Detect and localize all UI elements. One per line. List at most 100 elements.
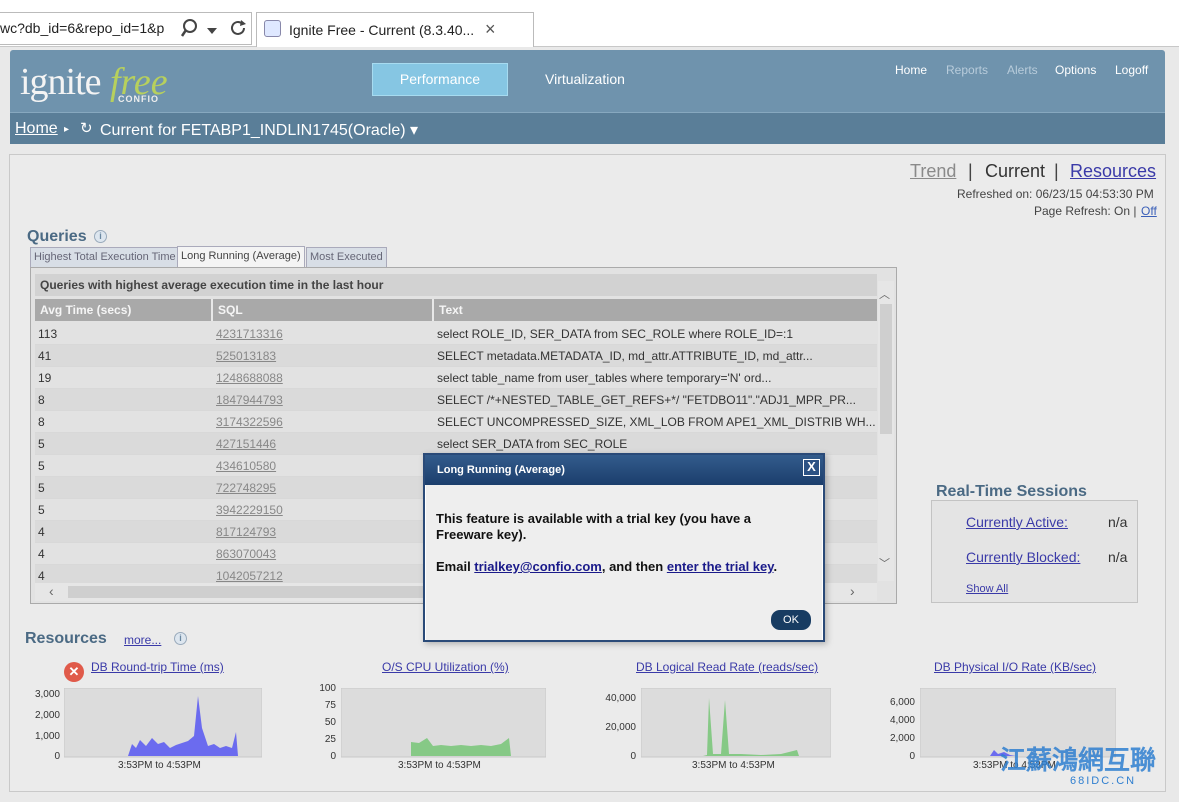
table-row[interactable]: 5 427151446 select SER_DATA from SEC_ROLE bbox=[35, 433, 877, 455]
browser-tab[interactable] bbox=[256, 12, 534, 47]
tick: 20,000 bbox=[605, 722, 636, 733]
breadcrumb-home[interactable]: Home bbox=[15, 120, 58, 137]
enter-trial-key-link[interactable]: enter the trial key bbox=[666, 559, 774, 574]
sql-id-link[interactable]: 1042057212 bbox=[216, 569, 283, 583]
avg-time-cell: 4 bbox=[38, 525, 45, 539]
tick: 0 bbox=[630, 751, 636, 762]
tick: 40,000 bbox=[605, 693, 636, 704]
scroll-up-icon[interactable]: ︿ bbox=[879, 289, 890, 301]
chart-title-logical-read[interactable]: DB Logical Read Rate (reads/sec) bbox=[636, 660, 819, 674]
sql-text-cell: SELECT UNCOMPRESSED_SIZE, XML_LOB FROM A… bbox=[437, 415, 875, 429]
dropdown-icon[interactable] bbox=[207, 25, 217, 39]
sql-id-link[interactable]: 722748295 bbox=[216, 481, 277, 495]
logo-sub: CONFIO bbox=[118, 94, 159, 104]
refresh-icon[interactable]: ↻ bbox=[80, 120, 93, 137]
dialog-title: Long Running (Average) bbox=[437, 464, 565, 476]
currently-blocked-value: n/a bbox=[1108, 549, 1128, 565]
refresh-off-link[interactable]: Off bbox=[1141, 204, 1157, 218]
avg-time-cell: 5 bbox=[38, 481, 45, 495]
dialog-header bbox=[425, 455, 823, 485]
info-icon[interactable]: i bbox=[94, 230, 107, 243]
logo-accent: free bbox=[110, 61, 168, 103]
sql-id-link[interactable]: 427151446 bbox=[216, 437, 277, 451]
tick: 50 bbox=[324, 717, 336, 728]
queries-title: Queries bbox=[27, 228, 87, 245]
nav-reports[interactable]: Reports bbox=[946, 63, 989, 77]
sql-id-link[interactable]: 817124793 bbox=[216, 525, 277, 539]
tick: 100 bbox=[319, 683, 336, 694]
tab-most-executed[interactable]: Most Executed bbox=[306, 247, 387, 268]
close-icon[interactable]: X bbox=[803, 459, 820, 476]
tab-virtualization[interactable]: Virtualization bbox=[545, 71, 625, 87]
column-header-sql[interactable]: SQL bbox=[213, 299, 434, 321]
scroll-right-icon[interactable]: › bbox=[850, 583, 855, 599]
nav-options[interactable]: Options bbox=[1055, 63, 1097, 77]
nav-logoff[interactable]: Logoff bbox=[1115, 63, 1149, 77]
tick: 0 bbox=[330, 751, 336, 762]
tick: 0 bbox=[54, 751, 60, 762]
scroll-down-icon[interactable]: ﹀ bbox=[879, 558, 890, 570]
sessions-title: Real-Time Sessions bbox=[936, 483, 1087, 500]
view-separator: | bbox=[968, 161, 973, 181]
view-trend-link[interactable]: Trend bbox=[910, 161, 957, 181]
chart-title-physical-io[interactable]: DB Physical I/O Rate (KB/sec) bbox=[934, 660, 1097, 674]
column-header-text[interactable]: Text bbox=[434, 299, 877, 321]
sql-id-link[interactable]: 1847944793 bbox=[216, 393, 283, 407]
search-icon[interactable] bbox=[180, 17, 202, 39]
scroll-left-icon[interactable]: ‹ bbox=[49, 583, 54, 599]
tab-title: Ignite Free - Current (8.3.40... bbox=[289, 22, 475, 38]
tab-performance[interactable]: Performance bbox=[372, 63, 508, 96]
dialog-body bbox=[426, 485, 822, 640]
chart-range: 3:53PM to 4:53PM bbox=[973, 760, 1056, 771]
chart-title-cpu[interactable]: O/S CPU Utilization (%) bbox=[382, 660, 509, 674]
sql-id-link[interactable]: 4231713316 bbox=[216, 327, 283, 341]
tick: 2,000 bbox=[34, 710, 60, 721]
ok-button[interactable]: OK bbox=[771, 610, 811, 630]
vertical-scroll-thumb[interactable] bbox=[880, 304, 892, 434]
tab-long-running[interactable]: Long Running (Average) bbox=[177, 246, 305, 268]
avg-time-cell: 8 bbox=[38, 393, 45, 407]
sql-id-link[interactable]: 3174322596 bbox=[216, 415, 283, 429]
avg-time-cell: 113 bbox=[38, 327, 58, 341]
column-header-avg-time[interactable]: Avg Time (secs) bbox=[35, 299, 213, 321]
nav-home[interactable]: Home bbox=[895, 63, 928, 77]
sql-text-cell: select SER_DATA from SEC_ROLE bbox=[437, 437, 628, 451]
tab-highest-total[interactable]: Highest Total Execution Time bbox=[30, 247, 180, 268]
tick: 1,000 bbox=[34, 731, 60, 742]
chart-title-roundtrip[interactable]: DB Round-trip Time (ms) bbox=[91, 660, 224, 674]
tick: 2,000 bbox=[889, 733, 915, 744]
sql-id-link[interactable]: 434610580 bbox=[216, 459, 277, 473]
email-link[interactable]: trialkey@confio.com bbox=[474, 559, 602, 574]
sql-id-link[interactable]: 1248688088 bbox=[216, 371, 283, 385]
resources-more-link[interactable]: more... bbox=[124, 633, 162, 647]
avg-time-cell: 4 bbox=[38, 569, 45, 583]
sql-id-link[interactable]: 3942229150 bbox=[216, 503, 283, 517]
horizontal-scroll-thumb[interactable] bbox=[68, 586, 488, 598]
refresh-icon[interactable] bbox=[227, 17, 249, 42]
chart-range: 3:53PM to 4:53PM bbox=[692, 760, 775, 771]
error-icon: ✕ bbox=[64, 662, 84, 682]
tab-close-icon[interactable]: × bbox=[485, 19, 496, 39]
table-heading: Queries with highest average execution t… bbox=[35, 274, 877, 296]
address-text[interactable]: wc?db_id=6&repo_id=1&p bbox=[0, 20, 165, 36]
dialog-email-line: Email trialkey@confio.com, and then ente… bbox=[436, 559, 777, 574]
table-row[interactable]: 8 3174322596 SELECT UNCOMPRESSED_SIZE, XML… bbox=[35, 411, 877, 433]
chart-roundtrip bbox=[63, 687, 263, 758]
show-all-link[interactable]: Show All bbox=[966, 583, 1009, 595]
table-row[interactable]: 19 1248688088 select table_name from user_… bbox=[35, 367, 877, 389]
breadcrumb-arrow-icon: ▸ bbox=[64, 124, 70, 135]
sql-id-link[interactable]: 863070043 bbox=[216, 547, 277, 561]
breadcrumb-current[interactable]: Current for FETABP1_INDLIN1745(Oracle) ▾ bbox=[100, 122, 419, 139]
info-icon[interactable]: i bbox=[174, 632, 187, 645]
currently-active-link[interactable]: Currently Active: bbox=[966, 514, 1068, 530]
table-row[interactable]: 8 1847944793 SELECT /*+NESTED_TABLE_GET_RE… bbox=[35, 389, 877, 411]
chart-range: 3:53PM to 4:53PM bbox=[118, 760, 201, 771]
tick: 75 bbox=[324, 700, 336, 711]
table-row[interactable]: 41 525013183 SELECT metadata.METADATA_ID, … bbox=[35, 345, 877, 367]
currently-blocked-link[interactable]: Currently Blocked: bbox=[966, 549, 1081, 565]
table-row[interactable]: 113 4231713316 select ROLE_ID, SER_DATA fr… bbox=[35, 323, 877, 345]
nav-alerts[interactable]: Alerts bbox=[1007, 63, 1038, 77]
sql-id-link[interactable]: 525013183 bbox=[216, 349, 277, 363]
chart-range: 3:53PM to 4:53PM bbox=[398, 760, 481, 771]
view-resources-link[interactable]: Resources bbox=[1070, 161, 1157, 181]
